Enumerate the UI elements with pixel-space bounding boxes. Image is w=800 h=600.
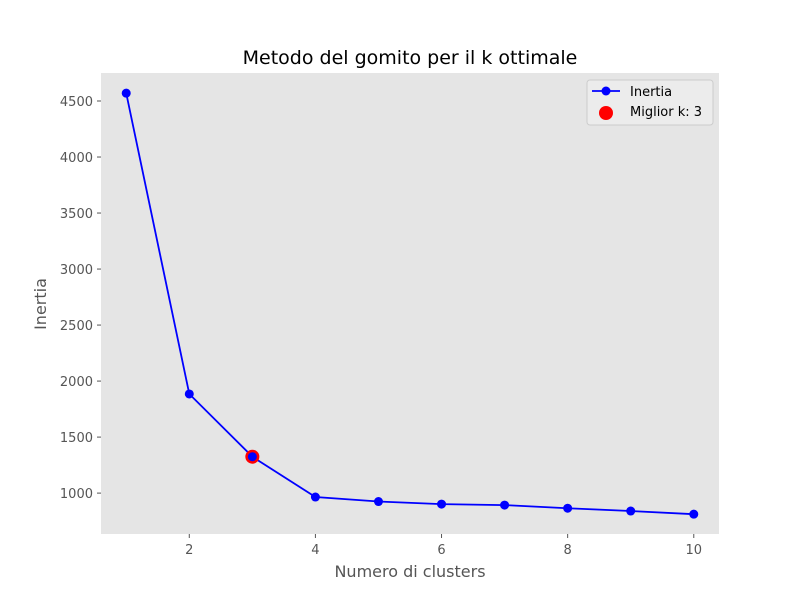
y-tick-label: 2000 (60, 375, 93, 390)
y-tick-label: 3000 (60, 263, 93, 278)
data-point (437, 499, 447, 509)
legend-highlight-marker (599, 106, 613, 120)
y-axis-ticks: 1000 1500 2000 2500 3000 3500 4000 4500 (60, 95, 101, 502)
x-axis-ticks: 2 4 6 8 10 (185, 534, 702, 558)
y-tick-label: 4500 (60, 95, 93, 110)
data-point (626, 506, 636, 516)
data-point (184, 389, 194, 399)
x-tick-label: 6 (437, 543, 445, 558)
data-point (121, 88, 131, 98)
data-point (689, 509, 699, 519)
y-tick-label: 1000 (60, 487, 93, 502)
data-point (563, 503, 573, 513)
legend-point-marker (601, 86, 611, 96)
series-line-inertia (125, 92, 694, 516)
y-tick-label: 1500 (60, 431, 93, 446)
x-tick-label: 2 (185, 543, 193, 558)
series-layer (121, 88, 699, 519)
data-point (373, 497, 383, 507)
y-tick-label: 4000 (60, 151, 93, 166)
data-point (500, 500, 510, 510)
x-tick-label: 8 (564, 543, 572, 558)
x-tick-label: 10 (686, 543, 703, 558)
data-point (310, 492, 320, 502)
chart-title: Metodo del gomito per il k ottimale (243, 47, 578, 69)
y-tick-label: 2500 (60, 319, 93, 334)
best-k-data-point (247, 452, 257, 462)
legend-label-best-k: Miglior k: 3 (630, 105, 702, 120)
x-axis-label: Numero di clusters (334, 562, 485, 581)
legend-label-inertia: Inertia (630, 85, 672, 100)
y-tick-label: 3500 (60, 207, 93, 222)
x-tick-label: 4 (311, 543, 319, 558)
legend: Inertia Miglior k: 3 (586, 79, 714, 126)
y-axis-label: Inertia (31, 278, 50, 330)
plot-area (101, 73, 719, 534)
